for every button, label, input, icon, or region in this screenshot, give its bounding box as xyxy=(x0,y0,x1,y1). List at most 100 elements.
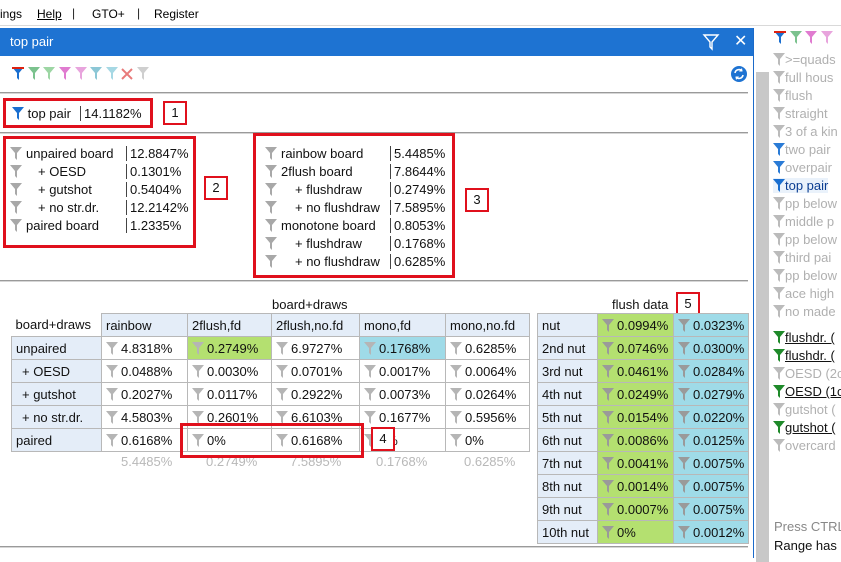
filter-gray-icon[interactable] xyxy=(602,341,614,355)
filter-icon[interactable] xyxy=(773,421,785,434)
table-cell[interactable]: 0.0075% xyxy=(672,497,750,521)
row-header[interactable]: 6th nut xyxy=(537,428,598,452)
sidebar-item[interactable]: pp below xyxy=(773,196,837,211)
sidebar-item[interactable]: straight xyxy=(773,106,828,121)
row-header[interactable]: 3rd nut xyxy=(537,359,598,383)
row-header[interactable]: unpaired xyxy=(11,336,102,360)
filter-gray-icon[interactable] xyxy=(265,183,277,196)
column-header[interactable]: rainbow xyxy=(101,313,188,337)
board-type-row[interactable]: + no str.dr. xyxy=(10,200,99,215)
filter-gray-icon[interactable] xyxy=(265,147,277,160)
board-type-row[interactable]: unpaired board xyxy=(10,146,113,161)
filter-green-icon[interactable] xyxy=(789,31,802,44)
filter-gray-icon[interactable] xyxy=(276,410,288,424)
filter-gray-icon[interactable] xyxy=(364,410,376,424)
row-header[interactable]: paired xyxy=(11,428,102,452)
filter-icon[interactable] xyxy=(773,349,785,362)
filter-gray-icon[interactable] xyxy=(678,410,690,424)
filter-gray-icon[interactable] xyxy=(678,479,690,493)
filter-icon[interactable] xyxy=(773,89,785,102)
filter-gray-icon[interactable] xyxy=(106,364,118,378)
flush-type-row[interactable]: + flushdraw xyxy=(265,236,362,251)
table-cell[interactable]: 0.0264% xyxy=(445,382,530,406)
table-cell[interactable]: 0.0994% xyxy=(597,313,674,337)
filter-pink-icon[interactable] xyxy=(805,31,818,44)
table-cell[interactable]: 0.0154% xyxy=(597,405,674,429)
board-type-row[interactable]: + gutshot xyxy=(10,182,92,197)
filter-gray-icon[interactable] xyxy=(678,456,690,470)
filter-gray-icon[interactable] xyxy=(265,219,277,232)
filter-gray-icon[interactable] xyxy=(192,410,204,424)
column-header[interactable]: mono,no.fd xyxy=(445,313,530,337)
table-cell[interactable]: 0.0014% xyxy=(597,474,674,498)
table-cell[interactable]: 6.9727% xyxy=(271,336,360,360)
filter-icon[interactable] xyxy=(773,403,785,416)
row-header[interactable]: + no str.dr. xyxy=(11,405,102,429)
filter-gray-icon[interactable] xyxy=(602,364,614,378)
table-cell[interactable]: 0.0746% xyxy=(597,336,674,360)
filter-gray-icon[interactable] xyxy=(10,219,22,232)
table-cell[interactable]: 0% xyxy=(597,520,674,544)
filter-green-icon[interactable] xyxy=(43,67,56,80)
sidebar-item[interactable]: pp below xyxy=(773,268,837,283)
menu-help[interactable]: Help xyxy=(37,7,62,21)
table-cell[interactable]: 4.5803% xyxy=(101,405,188,429)
filter-icon[interactable] xyxy=(773,143,785,156)
filter-icon[interactable] xyxy=(773,125,785,138)
filter-gray-icon[interactable] xyxy=(265,255,277,268)
sidebar-draw-item[interactable]: OESD (2c xyxy=(773,366,841,381)
menu-register[interactable]: Register xyxy=(154,7,199,21)
filter-gray-icon[interactable] xyxy=(450,410,462,424)
table-cell[interactable]: 0.0017% xyxy=(359,359,446,383)
board-type-row[interactable]: paired board xyxy=(10,218,99,233)
filter-icon[interactable] xyxy=(773,367,785,380)
filter-gray-icon[interactable] xyxy=(678,387,690,401)
filter-gray-icon[interactable] xyxy=(678,364,690,378)
row-header[interactable]: + gutshot xyxy=(11,382,102,406)
sidebar-item[interactable]: no made xyxy=(773,304,836,319)
table-cell[interactable]: 0.0041% xyxy=(597,451,674,475)
row-header[interactable]: 9th nut xyxy=(537,497,598,521)
table-cell[interactable]: 4.8318% xyxy=(101,336,188,360)
filter-gray-icon[interactable] xyxy=(106,433,118,447)
row-header[interactable]: 4th nut xyxy=(537,382,598,406)
filter-gray-icon[interactable] xyxy=(265,237,277,250)
clear-filter-icon[interactable] xyxy=(121,67,134,80)
table-cell[interactable]: 0.0488% xyxy=(101,359,188,383)
filter-gray-icon[interactable] xyxy=(450,387,462,401)
filter-gray-icon[interactable] xyxy=(276,387,288,401)
sidebar-draw-item[interactable]: flushdr. ( xyxy=(773,348,835,363)
filter-icon[interactable] xyxy=(773,215,785,228)
filter-icon[interactable] xyxy=(773,287,785,300)
sidebar-item[interactable]: two pair xyxy=(773,142,831,157)
filter-gray-icon[interactable] xyxy=(678,318,690,332)
row-header[interactable]: 8th nut xyxy=(537,474,598,498)
filter-gray-icon[interactable] xyxy=(602,502,614,516)
sidebar-scrollbar[interactable] xyxy=(756,72,769,562)
sidebar-item[interactable]: pp below xyxy=(773,232,837,247)
filter-teal-icon[interactable] xyxy=(90,67,103,80)
menu-gto-plus[interactable]: GTO+ xyxy=(92,7,125,21)
table-cell[interactable]: 0.0007% xyxy=(597,497,674,521)
filter-gray-icon[interactable] xyxy=(602,456,614,470)
filter-pink-icon[interactable] xyxy=(820,31,833,44)
filter-gray-icon[interactable] xyxy=(602,433,614,447)
filter-gray-icon[interactable] xyxy=(678,525,690,539)
filter-gray-icon[interactable] xyxy=(450,433,462,447)
table-cell[interactable]: 0.0064% xyxy=(445,359,530,383)
table-cell[interactable]: 0.5956% xyxy=(445,405,530,429)
table-cell[interactable]: 0.0086% xyxy=(597,428,674,452)
table-cell[interactable]: 0.0300% xyxy=(672,336,750,360)
table-cell[interactable]: 0.0461% xyxy=(597,359,674,383)
table-cell[interactable]: 0.0701% xyxy=(271,359,360,383)
filter-outline-icon[interactable] xyxy=(702,33,720,54)
table-cell[interactable]: 0.0012% xyxy=(672,520,750,544)
filter-gray-icon[interactable] xyxy=(192,433,204,447)
filter-icon[interactable] xyxy=(773,161,785,174)
board-type-row[interactable]: + OESD xyxy=(10,164,86,179)
sidebar-item[interactable]: top pair xyxy=(773,178,829,193)
table-cell[interactable]: 0.0075% xyxy=(672,451,750,475)
filter-gray-icon[interactable] xyxy=(276,341,288,355)
row-header[interactable]: + OESD xyxy=(11,359,102,383)
filter-icon[interactable] xyxy=(773,107,785,120)
